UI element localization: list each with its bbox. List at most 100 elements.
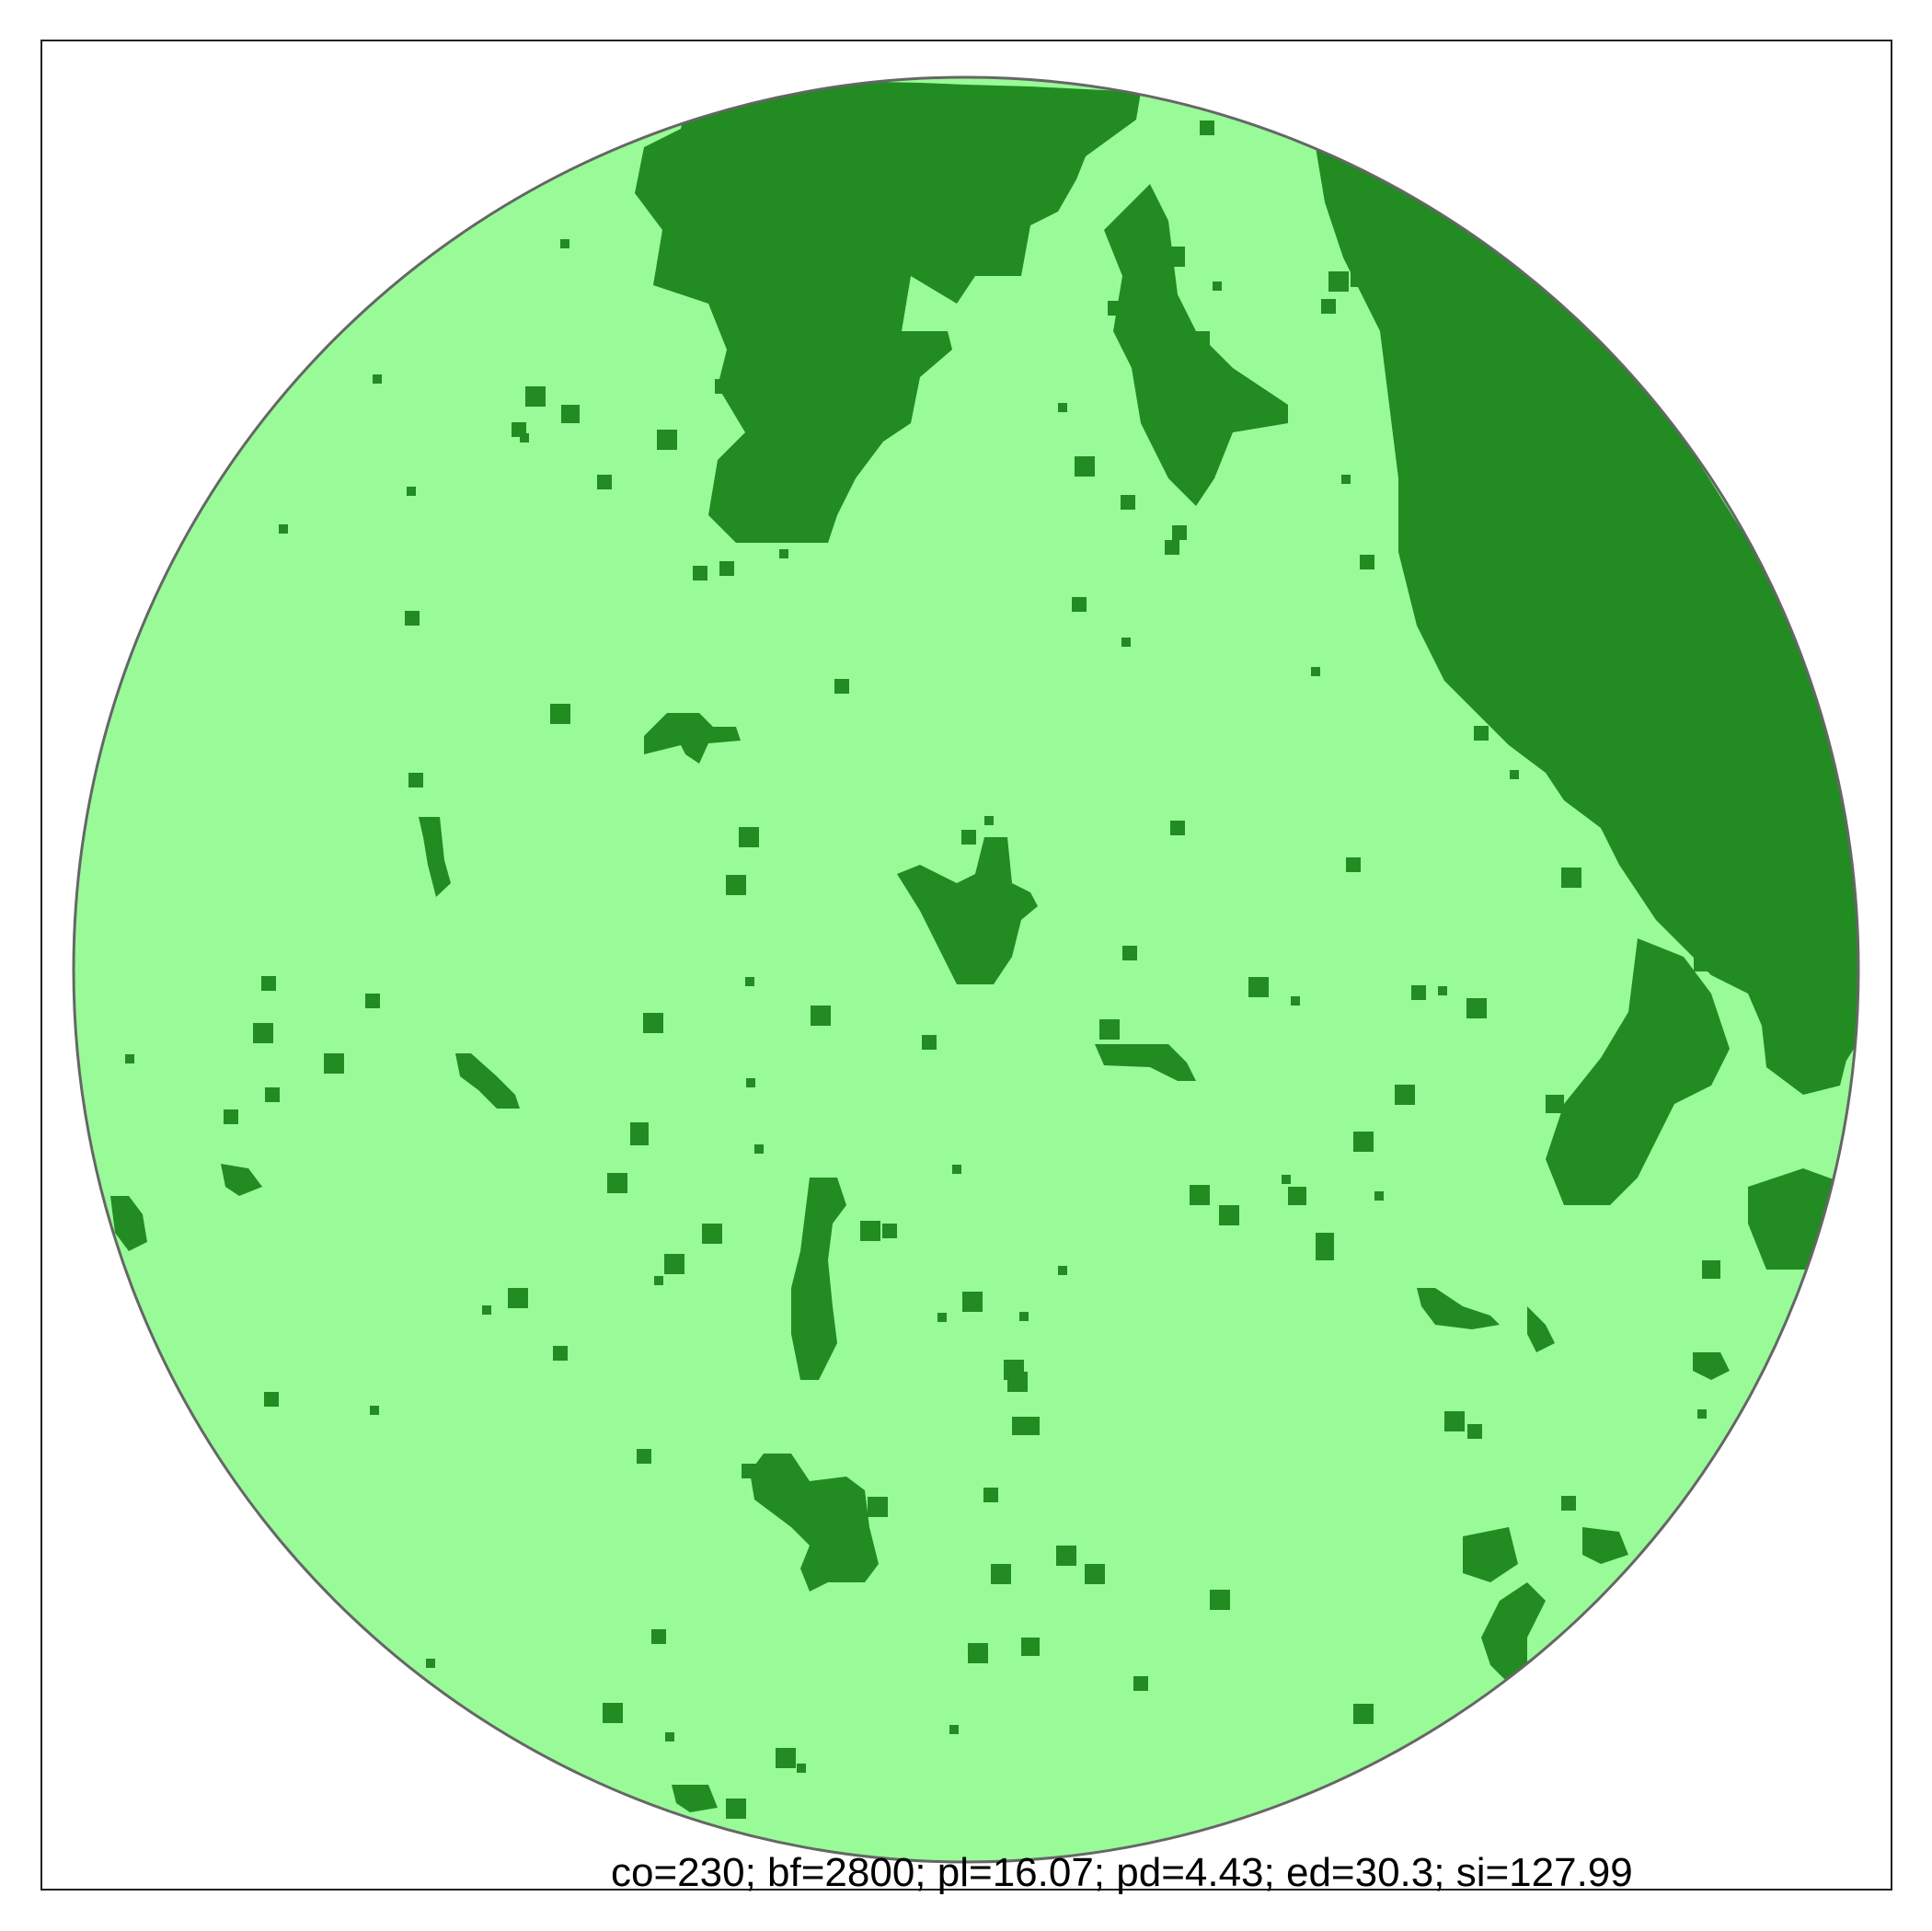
forest-cell [1282,1175,1291,1184]
forest-cell [726,875,746,895]
forest-cell [949,1725,959,1734]
forest-cell [665,1732,674,1741]
forest-cell [1165,540,1179,555]
forest-cell [757,1475,772,1489]
forest-cell [1156,438,1171,453]
forest-cell [1673,893,1693,914]
forest-cell [1172,525,1187,540]
forest-cell [664,1254,684,1274]
forest-patch [561,405,580,423]
forest-cell [1190,1185,1210,1205]
forest-cell [1058,1266,1067,1275]
forest-cell [1094,1569,1103,1579]
forest-cell [597,475,612,489]
forest-cell [876,336,896,356]
forest-cell [1248,977,1269,997]
forest-cell [1360,555,1374,569]
forest-cell [1351,267,1371,287]
forest-patch [672,1785,718,1812]
forest-patch [1693,1352,1730,1380]
forest-cell [1321,299,1336,314]
forest-cell [1539,587,1548,596]
forest-cell [1019,1312,1029,1321]
forest-cell [373,374,382,384]
forest-cell [1411,985,1426,1000]
forest-patch [1316,147,1858,1086]
forest-cell [1491,1556,1506,1570]
forest-patch [1417,1288,1500,1329]
forest-cell [603,1703,623,1723]
forest-cell [702,1224,722,1244]
forest-cell [560,239,569,248]
forest-patch [1021,1638,1040,1656]
forest-cell [1744,879,1765,900]
forest-patch [1527,1306,1555,1352]
forest-cell [772,364,792,385]
forest-cell [1697,664,1707,673]
forest-cell [1291,996,1300,1006]
forest-patch [1702,1260,1720,1279]
forest-cell [1444,1411,1465,1431]
forest-cell [922,1035,937,1050]
forest-cell [868,1497,888,1517]
forest-cell [1210,1590,1230,1610]
forest-cell [1200,121,1214,135]
forest-patch [455,1053,520,1109]
forest-cell [224,1109,238,1124]
forest-cell [525,386,546,407]
forest-cell [937,1313,947,1322]
forest-cell [715,379,730,394]
forest-cell [952,1165,961,1174]
study-area-boundary [72,75,1860,1864]
forest-cell [482,1305,491,1315]
forest-cell [1328,271,1349,292]
forest-patch [1012,1417,1040,1435]
forest-cell [968,1643,988,1663]
forest-cell [1133,1676,1148,1691]
forest-cell [725,270,734,279]
forest-cell [1058,403,1067,412]
forest-cell [253,1023,273,1043]
forest-patch [110,1196,147,1251]
forest-cell [1487,704,1501,718]
forest-patch [630,1122,649,1145]
forest-cell [1190,331,1210,351]
forest-patch [1481,1582,1546,1684]
forest-cell [1753,926,1773,947]
forest-cell [1056,1546,1076,1566]
forest-cell [762,271,776,286]
forest-patch [1546,938,1730,1205]
forest-cell [1075,456,1095,477]
forest-cell [1438,986,1447,995]
forest-cell [1121,638,1131,647]
forest-cell [553,1346,568,1361]
forest-cell [1474,726,1489,741]
forest-cell [1219,1205,1239,1225]
forest-cell [882,1224,897,1238]
forest-cell [745,977,754,986]
forest-cell [693,566,707,580]
forest-cell [743,306,758,321]
landscape-metrics-label: co=230; bf=2800; pl=16.07; pd=4.43; ed=3… [611,1850,1633,1895]
forest-cell [1170,821,1185,835]
forest-cell [1467,1424,1482,1439]
forest-cell [1387,362,1397,372]
forest-patch [1748,1168,1854,1270]
forest-cell [779,549,788,558]
forest-cell [637,1449,651,1464]
forest-cell [264,1392,279,1407]
forest-cell [1341,475,1351,484]
forest-patch [1095,1044,1196,1081]
forest-cell [1510,770,1519,779]
forest-cell [265,1087,280,1102]
forest-cell [726,1799,746,1819]
forest-cell [1353,1132,1374,1152]
forest-cell [1108,301,1122,316]
forest-cell [1395,1085,1415,1105]
forest-cell [776,1748,796,1768]
forest-cell [657,430,677,450]
forest-cell [983,1488,998,1502]
forest-cell [742,1464,756,1478]
forest-cell [1680,840,1695,855]
